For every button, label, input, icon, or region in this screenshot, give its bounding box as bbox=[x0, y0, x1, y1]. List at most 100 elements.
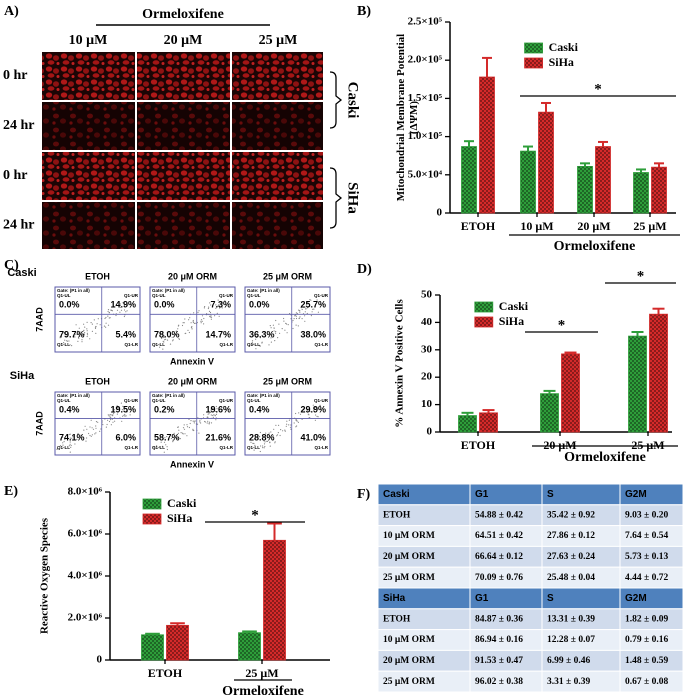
event-dot bbox=[158, 446, 161, 448]
event-dot bbox=[172, 339, 174, 341]
bar bbox=[538, 111, 554, 214]
event-dot bbox=[265, 335, 267, 337]
cell-text: 7.64 ± 0.54 bbox=[625, 531, 668, 541]
event-dot bbox=[184, 318, 186, 320]
column-label: 20 μM bbox=[164, 33, 203, 48]
event-dot bbox=[91, 323, 93, 325]
event-dot bbox=[85, 440, 87, 442]
event-dot bbox=[209, 316, 211, 318]
event-dot bbox=[310, 299, 312, 301]
cell-text: 4.44 ± 0.72 bbox=[625, 573, 668, 583]
event-dot bbox=[116, 405, 118, 407]
event-dot bbox=[297, 421, 299, 423]
quadrant-name: Q1-LL bbox=[57, 445, 70, 450]
event-dot bbox=[95, 425, 97, 427]
event-dot bbox=[268, 432, 270, 434]
event-dot bbox=[64, 438, 66, 441]
event-dot bbox=[290, 318, 292, 320]
event-dot bbox=[120, 402, 122, 404]
cell-text: 6.99 ± 0.46 bbox=[547, 656, 590, 666]
event-dot bbox=[295, 317, 298, 320]
y-axis-label: (ΔΨM) bbox=[408, 101, 420, 135]
event-dot bbox=[255, 336, 257, 338]
event-dot bbox=[88, 432, 90, 435]
event-dot bbox=[218, 304, 220, 306]
bracket bbox=[329, 167, 343, 229]
event-dot bbox=[192, 420, 194, 422]
event-dot bbox=[295, 419, 297, 421]
event-dot bbox=[188, 426, 190, 429]
micrograph bbox=[232, 52, 323, 100]
event-dot bbox=[86, 437, 88, 439]
event-dot bbox=[275, 319, 277, 322]
event-dot bbox=[219, 306, 221, 308]
gate-label: Gate: (P1 in all) bbox=[247, 393, 280, 398]
y-tick-label: 2.5×10⁵ bbox=[408, 16, 443, 28]
event-dot bbox=[263, 443, 266, 445]
plot-title: 25 μM ORM bbox=[263, 271, 312, 281]
event-dot bbox=[102, 424, 104, 426]
event-dot bbox=[263, 440, 265, 442]
event-dot bbox=[183, 322, 185, 324]
event-dot bbox=[163, 441, 166, 443]
cell-text: 10 μM ORM bbox=[383, 531, 435, 541]
quadrant-name: Q1-UL bbox=[247, 293, 261, 298]
event-dot bbox=[94, 327, 97, 329]
cell-text: 13.31 ± 0.39 bbox=[547, 614, 595, 624]
event-dot bbox=[295, 315, 297, 317]
quadrant-value: 0.0% bbox=[59, 299, 80, 309]
header-cell bbox=[541, 483, 621, 506]
cell-text: 91.53 ± 0.47 bbox=[475, 656, 523, 666]
bar bbox=[166, 624, 189, 661]
event-dot bbox=[169, 335, 171, 337]
bar bbox=[633, 172, 649, 214]
cell-text: ETOH bbox=[383, 510, 411, 520]
event-dot bbox=[215, 410, 217, 413]
event-dot bbox=[299, 311, 301, 313]
event-dot bbox=[250, 441, 252, 443]
event-dot bbox=[165, 444, 167, 446]
quadrant-name: Q1-UR bbox=[219, 398, 234, 403]
event-dot bbox=[106, 423, 108, 426]
event-dot bbox=[310, 315, 312, 317]
event-dot bbox=[254, 444, 256, 446]
event-dot bbox=[251, 340, 254, 342]
event-dot bbox=[178, 324, 180, 326]
event-dot bbox=[70, 446, 72, 448]
y-tick-label: 0 bbox=[427, 426, 433, 438]
legend-swatch bbox=[524, 42, 543, 54]
event-dot bbox=[210, 318, 212, 320]
bar bbox=[141, 634, 164, 661]
event-dot bbox=[192, 321, 194, 324]
event-dot bbox=[90, 435, 92, 437]
event-dot bbox=[276, 434, 279, 436]
event-dot bbox=[71, 345, 73, 347]
event-dot bbox=[157, 438, 159, 440]
event-dot bbox=[224, 300, 226, 302]
event-dot bbox=[116, 309, 119, 311]
event-dot bbox=[121, 409, 123, 411]
microscopy-title: Ormeloxifene bbox=[142, 7, 224, 22]
event-dot bbox=[279, 332, 281, 334]
event-dot bbox=[84, 326, 86, 328]
event-dot bbox=[66, 340, 68, 342]
quadrant-name: Q1-UL bbox=[57, 398, 71, 403]
event-dot bbox=[181, 324, 184, 327]
quadrant-value: 14.9% bbox=[110, 299, 136, 309]
quadrant-name: Q1-LR bbox=[220, 445, 234, 450]
event-dot bbox=[183, 424, 185, 426]
event-dot bbox=[215, 304, 217, 306]
event-dot bbox=[210, 411, 212, 413]
quadrant-value: 36.3% bbox=[249, 329, 275, 339]
gate-label: Gate: (P1 in all) bbox=[152, 393, 185, 398]
header-cell bbox=[541, 587, 621, 610]
event-dot bbox=[115, 314, 117, 317]
bar bbox=[461, 146, 477, 214]
event-dot bbox=[123, 414, 125, 416]
event-dot bbox=[156, 445, 158, 447]
cell-text: 25 μM ORM bbox=[383, 573, 435, 583]
event-dot bbox=[169, 343, 172, 345]
event-dot bbox=[221, 302, 224, 304]
event-dot bbox=[281, 328, 283, 330]
header-text: G2M bbox=[625, 489, 647, 500]
